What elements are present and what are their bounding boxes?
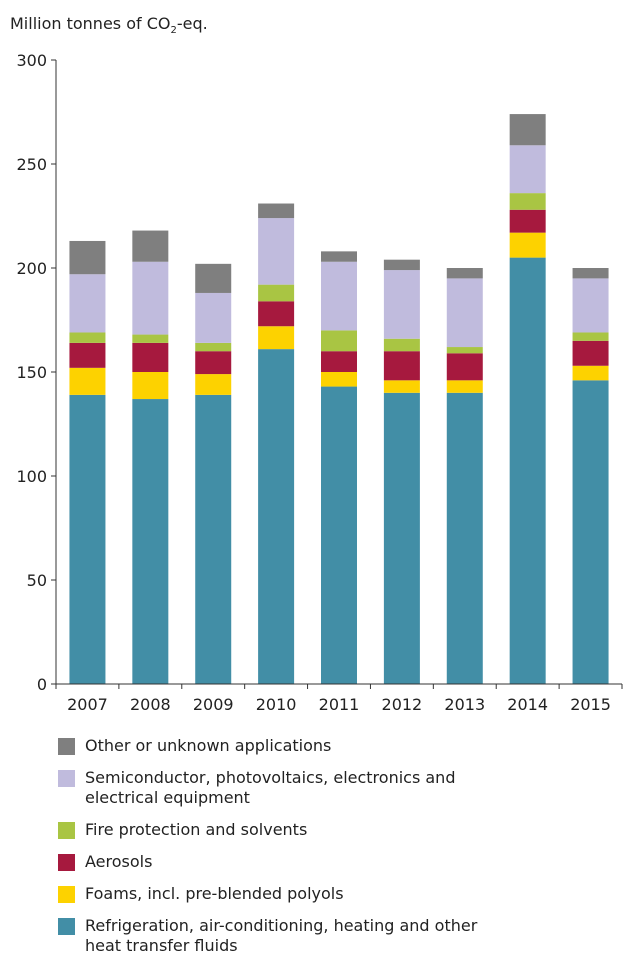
legend-item: Fire protection and solvents — [58, 820, 578, 840]
bar-2010-series-5 — [258, 203, 295, 219]
bar-2009-series-1 — [195, 374, 232, 395]
x-tick-label-2007: 2007 — [67, 695, 108, 714]
bar-2008-series-5 — [132, 230, 169, 262]
legend-item: Aerosols — [58, 852, 578, 872]
legend-swatch — [58, 822, 75, 839]
bar-2011-series-5 — [321, 251, 357, 262]
bar-2012-series-3 — [383, 338, 420, 352]
bar-2009-series-0 — [195, 394, 232, 684]
bar-2013-series-1 — [446, 380, 483, 393]
bar-2008-series-2 — [132, 342, 169, 372]
bar-2007-series-1 — [69, 367, 106, 395]
bar-2012-series-0 — [383, 392, 420, 684]
bar-2011-series-2 — [321, 351, 357, 372]
bar-2010-series-4 — [258, 218, 295, 285]
bar-2007-series-2 — [69, 342, 106, 368]
bar-2015-series-4 — [572, 278, 609, 333]
y-tick-label-250: 250 — [16, 155, 47, 174]
bar-2013-series-5 — [446, 268, 483, 279]
bar-2008-series-0 — [132, 399, 169, 684]
bar-2012-series-1 — [383, 380, 420, 393]
bar-2007-series-4 — [69, 274, 106, 333]
bar-2014-series-4 — [509, 145, 546, 194]
legend-swatch — [58, 738, 75, 755]
bar-2015-series-1 — [572, 365, 609, 381]
bar-2008-series-1 — [132, 372, 169, 400]
x-tick-label-2008: 2008 — [130, 695, 171, 714]
chart-legend: Other or unknown applications Semiconduct… — [58, 736, 578, 968]
bar-2012-series-4 — [383, 270, 420, 339]
legend-swatch — [58, 918, 75, 935]
legend-item: Refrigeration, air-conditioning, heating… — [58, 916, 578, 956]
y-axis-label: Million tonnes of CO2-eq. — [10, 14, 208, 37]
bar-2014-series-0 — [509, 257, 546, 684]
x-tick-label-2010: 2010 — [256, 695, 297, 714]
bar-2011-series-4 — [321, 261, 357, 331]
bar-2013-series-3 — [446, 347, 483, 354]
bar-2010-series-0 — [258, 349, 295, 684]
y-tick-label-0: 0 — [37, 675, 47, 694]
bar-2008-series-3 — [132, 334, 169, 343]
legend-swatch — [58, 854, 75, 871]
legend-item: Other or unknown applications — [58, 736, 578, 756]
stacked-bar-chart: 0 50 100 150 200 250 300 2007 2008 2009 2010 2011 20… — [16, 51, 623, 714]
x-tick-label-2014: 2014 — [507, 695, 548, 714]
bar-2015-series-2 — [572, 340, 609, 366]
legend-item: Foams, incl. pre-blended polyols — [58, 884, 578, 904]
bar-2013-series-4 — [446, 278, 483, 348]
bar-2012-series-2 — [383, 351, 420, 381]
y-tick-label-50: 50 — [27, 571, 47, 590]
bar-2014-series-3 — [509, 193, 546, 210]
bar-2015-series-3 — [572, 332, 609, 341]
bar-2009-series-5 — [195, 263, 232, 293]
y-tick-label-200: 200 — [16, 259, 47, 278]
legend-label: Fire protection and solvents — [85, 820, 308, 839]
bar-2009-series-2 — [195, 351, 232, 375]
x-tick-label-2011: 2011 — [319, 695, 360, 714]
bar-2010-series-2 — [258, 301, 295, 327]
y-tick-label-100: 100 — [16, 467, 47, 486]
bar-2011-series-0 — [321, 386, 357, 684]
bar-2013-series-2 — [446, 353, 483, 381]
bar-2009-series-3 — [195, 342, 232, 352]
legend-label: Other or unknown applications — [85, 736, 332, 755]
bar-2007-series-0 — [69, 394, 106, 684]
bar-2010-series-3 — [258, 284, 295, 302]
legend-item: Semiconductor, photovoltaics, electronic… — [58, 768, 578, 808]
legend-label: Semiconductor, photovoltaics, electronic… — [85, 768, 456, 807]
legend-swatch — [58, 886, 75, 903]
bar-2008-series-4 — [132, 261, 169, 335]
bar-2013-series-0 — [446, 392, 483, 684]
x-tick-label-2009: 2009 — [193, 695, 234, 714]
y-tick-label-300: 300 — [16, 51, 47, 70]
bar-2015-series-0 — [572, 380, 609, 684]
bar-2007-series-3 — [69, 332, 106, 343]
bar-2014-series-5 — [509, 114, 546, 146]
bar-2015-series-5 — [572, 268, 609, 279]
legend-swatch — [58, 770, 75, 787]
bar-2009-series-4 — [195, 292, 232, 343]
bar-2012-series-5 — [383, 259, 420, 271]
legend-label: Refrigeration, air-conditioning, heating… — [85, 916, 478, 955]
x-tick-label-2012: 2012 — [382, 695, 423, 714]
bar-2010-series-1 — [258, 326, 295, 350]
bar-2011-series-3 — [321, 330, 357, 352]
bar-2011-series-1 — [321, 372, 357, 387]
x-tick-label-2013: 2013 — [444, 695, 485, 714]
x-tick-label-2015: 2015 — [570, 695, 611, 714]
bar-2014-series-2 — [509, 209, 546, 233]
bar-2014-series-1 — [509, 232, 546, 258]
bar-2007-series-5 — [69, 240, 106, 275]
y-tick-label-150: 150 — [16, 363, 47, 382]
legend-label: Foams, incl. pre-blended polyols — [85, 884, 344, 903]
legend-label: Aerosols — [85, 852, 153, 871]
